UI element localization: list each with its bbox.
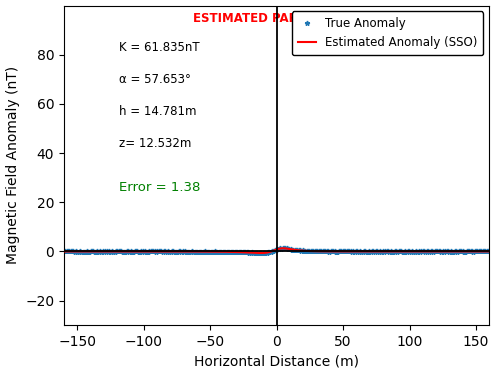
Estimated Anomaly (SSO) [313,249,319,254]
True Anomaly [123,249,128,254]
Text: K = 61.835nT: K = 61.835nT [119,41,200,54]
Estimated Anomaly (SSO) [170,249,176,254]
True Anomaly [486,249,492,254]
Line: Estimated Anomaly (SSO): Estimated Anomaly (SSO) [64,248,489,253]
True Anomaly [61,249,67,254]
True Anomaly [364,249,370,254]
True Anomaly [437,249,443,254]
Estimated Anomaly (SSO) [280,246,286,251]
Text: h = 14.781m: h = 14.781m [119,105,197,118]
True Anomaly [257,251,263,255]
Y-axis label: Magnetic Field Anomaly (nT): Magnetic Field Anomaly (nT) [5,66,19,264]
Text: Error = 1.38: Error = 1.38 [119,181,200,194]
Estimated Anomaly (SSO) [382,249,388,254]
Text: α = 57.653°: α = 57.653° [119,73,191,86]
Line: True Anomaly: True Anomaly [62,246,492,256]
True Anomaly [369,249,375,254]
True Anomaly [284,246,290,251]
Estimated Anomaly (SSO) [136,249,142,254]
Text: ESTIMATED PARAMETERS: ESTIMATED PARAMETERS [193,12,360,25]
Estimated Anomaly (SSO) [258,251,264,255]
Legend: True Anomaly, Estimated Anomaly (SSO): True Anomaly, Estimated Anomaly (SSO) [292,12,484,55]
True Anomaly [413,249,419,254]
X-axis label: Horizontal Distance (m): Horizontal Distance (m) [194,355,359,368]
Estimated Anomaly (SSO) [253,251,259,255]
Estimated Anomaly (SSO) [61,249,67,254]
Estimated Anomaly (SSO) [346,249,352,254]
Estimated Anomaly (SSO) [486,249,492,254]
Text: z= 12.532m: z= 12.532m [119,137,191,150]
True Anomaly [280,246,286,251]
